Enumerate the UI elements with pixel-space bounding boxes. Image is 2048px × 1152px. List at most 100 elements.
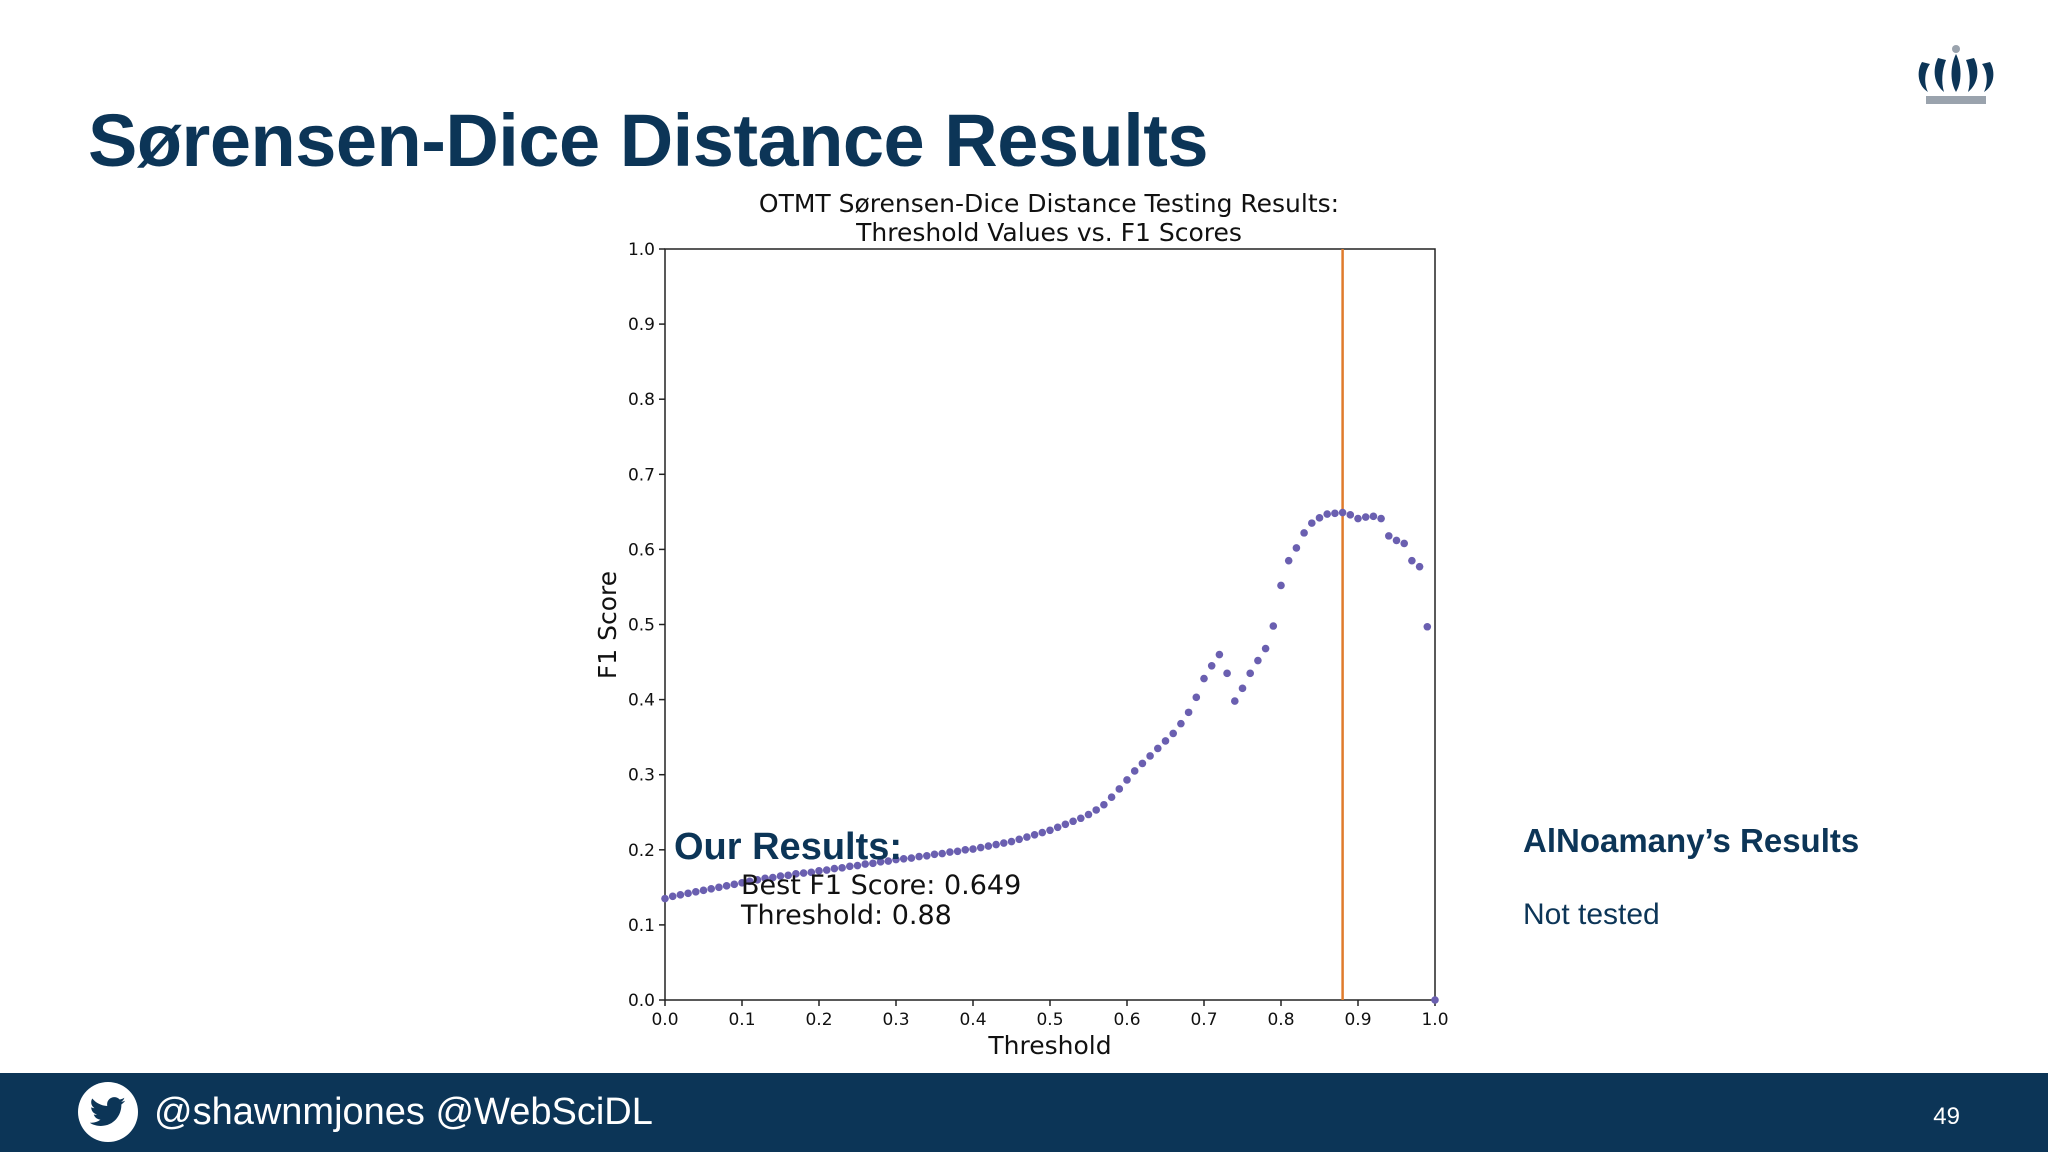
- data-point: [684, 889, 692, 898]
- data-point: [946, 848, 954, 856]
- data-point: [1100, 800, 1108, 809]
- data-point: [722, 882, 731, 890]
- data-point: [1053, 823, 1062, 832]
- data-point: [730, 880, 739, 889]
- data-point: [815, 867, 823, 875]
- data-point: [1023, 833, 1031, 841]
- data-point: [1354, 514, 1362, 523]
- data-point: [1331, 509, 1339, 518]
- y-tick-label: 0.0: [628, 991, 655, 1011]
- data-point: [838, 864, 846, 872]
- slide-title: Sørensen-Dice Distance Results: [88, 99, 1209, 182]
- data-point: [1223, 669, 1231, 678]
- data-point: [1069, 817, 1077, 826]
- data-point: [1169, 729, 1177, 738]
- data-point: [807, 868, 816, 877]
- data-point: [1246, 669, 1254, 678]
- data-point: [1277, 581, 1285, 590]
- data-point: [1177, 719, 1185, 728]
- data-point: [753, 876, 762, 884]
- page-number: 49: [1933, 1103, 1960, 1130]
- y-tick-label: 0.8: [628, 390, 655, 410]
- data-point: [830, 864, 839, 873]
- x-tick-label: 0.7: [1190, 1010, 1217, 1030]
- data-point: [1238, 684, 1247, 693]
- data-point: [984, 842, 993, 850]
- data-point: [676, 891, 685, 899]
- data-point: [1408, 556, 1416, 565]
- data-point: [923, 852, 931, 860]
- data-point: [869, 859, 877, 868]
- data-point: [1061, 820, 1070, 829]
- data-point: [822, 866, 831, 874]
- data-point: [1269, 622, 1278, 630]
- data-point: [1161, 737, 1170, 745]
- data-point: [1030, 830, 1039, 839]
- data-point: [1000, 839, 1008, 847]
- data-point: [876, 858, 885, 866]
- twitter-bird-icon[interactable]: [78, 1082, 138, 1142]
- data-point: [1115, 785, 1124, 793]
- data-point: [1077, 814, 1085, 823]
- data-point: [861, 860, 869, 868]
- x-axis-ticks: 0.0 0.1 0.2 0.3 0.4 0.5 0.6 0.7 0.8 0.9 1.0: [651, 1000, 1449, 1030]
- x-axis-label: Threshold: [987, 1031, 1111, 1060]
- data-point: [784, 871, 792, 880]
- footer-bar: @shawnmjones @WebSciDL 49: [0, 1073, 2048, 1152]
- data-point: [1415, 562, 1424, 571]
- data-point: [938, 849, 946, 858]
- data-point: [899, 855, 908, 863]
- y-tick-label: 0.6: [628, 540, 655, 560]
- data-point: [1254, 656, 1262, 665]
- data-point: [915, 852, 923, 861]
- data-point: [699, 886, 708, 895]
- data-point: [1200, 674, 1208, 683]
- data-point: [846, 862, 854, 871]
- data-point: [1385, 532, 1393, 540]
- data-point: [799, 869, 808, 877]
- annotation-heading: Our Results:: [674, 826, 902, 868]
- x-tick-label: 0.4: [959, 1010, 986, 1030]
- data-point: [769, 873, 777, 882]
- data-point: [1292, 544, 1301, 552]
- data-point: [1323, 510, 1331, 518]
- comparison-body: Not tested: [1523, 898, 1660, 931]
- y-tick-label: 0.2: [628, 841, 655, 861]
- data-point: [1231, 697, 1239, 705]
- y-tick-label: 0.5: [628, 616, 655, 636]
- data-point: [1046, 826, 1054, 835]
- data-point: [992, 840, 1000, 849]
- data-point: [761, 874, 769, 883]
- y-tick-label: 0.9: [628, 315, 655, 335]
- data-point: [1154, 744, 1162, 753]
- chart-title-line-1: OTMT Sørensen-Dice Distance Testing Resu…: [759, 189, 1339, 218]
- data-point: [1377, 514, 1385, 523]
- data-point: [1431, 996, 1439, 1004]
- data-point: [961, 846, 970, 854]
- data-point: [1392, 536, 1401, 545]
- annotation-best-f1: Best F1 Score: 0.649: [741, 870, 1021, 901]
- data-point: [1184, 708, 1193, 717]
- data-point: [738, 879, 746, 887]
- y-tick-label: 0.4: [628, 691, 655, 711]
- data-point: [1315, 514, 1324, 522]
- footer-handles[interactable]: @shawnmjones @WebSciDL: [154, 1091, 653, 1133]
- data-point: [661, 894, 669, 903]
- data-point: [1092, 806, 1100, 814]
- data-point: [892, 855, 900, 864]
- data-point: [884, 857, 893, 865]
- data-point: [1400, 539, 1408, 548]
- data-point: [1107, 793, 1116, 802]
- data-point: [792, 870, 800, 878]
- data-point: [853, 861, 862, 870]
- data-point: [1015, 835, 1023, 844]
- data-point: [707, 885, 715, 893]
- data-point: [1423, 622, 1432, 631]
- data-point: [1346, 511, 1355, 519]
- annotation-threshold: Threshold: 0.88: [740, 900, 952, 931]
- data-point: [776, 872, 785, 880]
- data-points: [661, 508, 1439, 1004]
- data-point: [715, 883, 723, 892]
- x-tick-label: 0.2: [805, 1010, 832, 1030]
- data-point: [1192, 693, 1201, 702]
